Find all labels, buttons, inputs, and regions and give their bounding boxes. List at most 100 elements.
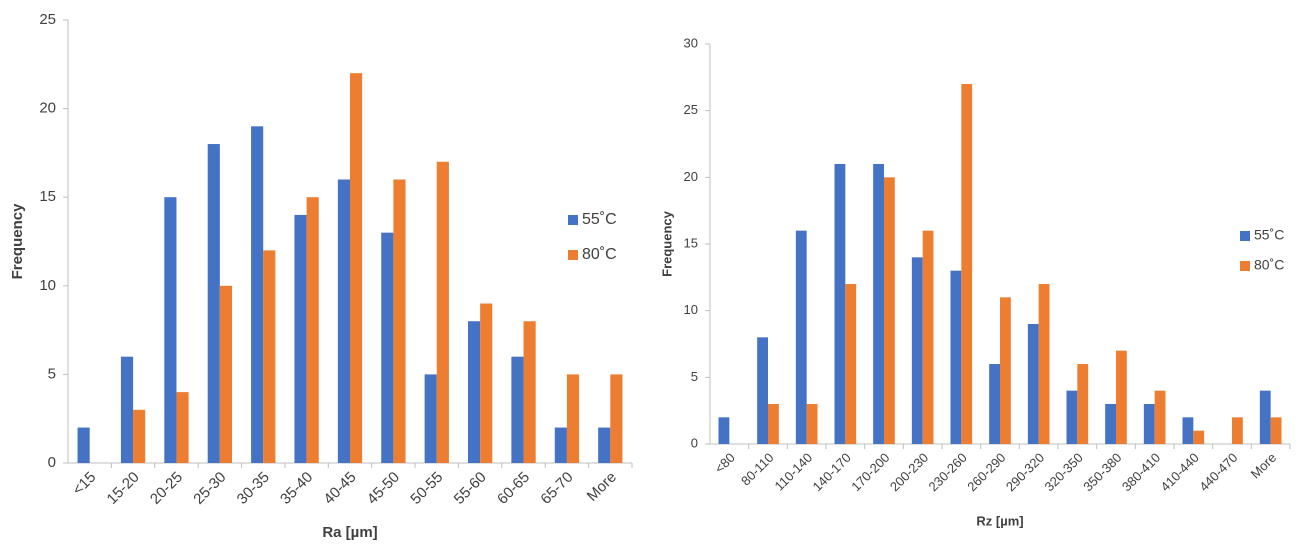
bar	[1182, 417, 1194, 444]
x-tick-label: 200-230	[887, 450, 931, 494]
bar	[1116, 350, 1127, 444]
x-tick-label: More	[1248, 450, 1280, 482]
bar	[1105, 404, 1116, 444]
bar	[806, 404, 818, 444]
y-tick-label: 0	[691, 435, 698, 450]
x-tick-label: 440-470	[1196, 450, 1240, 494]
bar	[251, 126, 264, 463]
x-tick-label: 350-380	[1080, 450, 1124, 494]
bar	[610, 374, 623, 463]
x-tick-label: 65-70	[537, 469, 576, 508]
legend-swatch	[568, 215, 578, 225]
bar	[873, 164, 884, 444]
x-tick-label: 50-55	[407, 469, 446, 508]
legend-label: 80˚C	[582, 246, 617, 263]
y-tick-label: 5	[691, 369, 698, 384]
bar	[950, 270, 962, 444]
bar	[845, 284, 857, 444]
bar	[164, 197, 177, 463]
bar	[1259, 390, 1271, 444]
bar	[922, 230, 934, 444]
y-tick-label: 25	[684, 102, 698, 117]
x-tick-label: 25-30	[190, 469, 229, 508]
legend-swatch	[1240, 231, 1250, 241]
x-tick-label: 60-65	[494, 469, 533, 508]
bar	[436, 161, 449, 463]
y-tick-label: 15	[684, 235, 698, 250]
bar	[554, 427, 567, 463]
y-tick-label: 30	[684, 35, 698, 50]
bar	[1154, 390, 1166, 444]
bar	[480, 303, 493, 463]
legend-swatch	[568, 250, 578, 260]
bar	[424, 374, 437, 463]
x-tick-label: 140-170	[810, 450, 854, 494]
bar	[1270, 417, 1282, 444]
y-tick-label: 15	[39, 188, 56, 205]
bar	[294, 214, 307, 463]
x-tick-label: 40-45	[320, 469, 359, 508]
bar	[207, 144, 220, 464]
bar	[1038, 284, 1050, 444]
x-tick-label: 45-50	[364, 469, 403, 508]
x-axis-label: Ra [µm]	[322, 524, 377, 541]
bar	[718, 417, 730, 444]
bar	[511, 356, 524, 463]
legend-label: 80˚C	[1254, 257, 1284, 273]
x-tick-label: More	[584, 469, 620, 505]
legend-swatch	[1240, 261, 1250, 271]
chart: 0 5 10 15 20 25 <15 15-20 20-25 25-30 30-35 35-40 40…	[9, 11, 633, 541]
x-tick-label: 30-35	[234, 469, 273, 508]
bar	[306, 197, 319, 463]
bar	[911, 257, 923, 444]
bar	[884, 177, 895, 445]
x-tick-label: <15	[69, 469, 99, 499]
bar	[757, 337, 768, 444]
bar	[834, 164, 846, 444]
bar	[989, 364, 1000, 444]
bar	[77, 427, 90, 463]
bar	[263, 250, 276, 463]
y-tick-label: 10	[684, 302, 698, 317]
bar	[393, 179, 406, 464]
bar	[768, 404, 779, 444]
bar	[1066, 390, 1078, 444]
bar	[337, 179, 350, 464]
bar	[961, 84, 973, 444]
x-tick-label: 380-410	[1119, 450, 1163, 494]
bar	[523, 321, 536, 463]
x-axis-label: Rz [µm]	[976, 513, 1023, 528]
legend-label: 55˚C	[582, 211, 617, 228]
bar	[1232, 417, 1243, 444]
x-tick-label: 320-350	[1042, 450, 1086, 494]
x-tick-label: 170-200	[848, 450, 892, 494]
y-tick-label: 25	[39, 11, 56, 28]
y-tick-label: 20	[684, 169, 698, 184]
y-axis-label: Frequency	[659, 210, 674, 277]
x-tick-label: 15-20	[104, 469, 143, 508]
bar	[219, 285, 232, 463]
y-tick-label: 0	[48, 454, 56, 471]
bar	[120, 356, 134, 463]
y-axis-label: Frequency	[9, 203, 26, 280]
x-tick-label: 410-440	[1158, 450, 1202, 494]
x-tick-label: 20-25	[147, 469, 186, 508]
bar	[1000, 297, 1011, 444]
bar	[1027, 324, 1039, 444]
x-tick-label: 260-290	[964, 450, 1008, 494]
bar	[598, 427, 611, 463]
x-tick-label: 110-140	[772, 450, 816, 494]
bar	[468, 321, 481, 463]
bar	[795, 230, 807, 444]
x-tick-label: 230-260	[926, 450, 970, 494]
bar	[1193, 430, 1205, 444]
bar	[566, 374, 580, 463]
x-tick-label: 55-60	[451, 469, 490, 508]
bar	[381, 232, 394, 463]
x-tick-label: 35-40	[277, 469, 316, 508]
bar	[1143, 404, 1155, 444]
x-tick-label: <80	[712, 450, 738, 476]
legend-label: 55˚C	[1254, 227, 1284, 243]
